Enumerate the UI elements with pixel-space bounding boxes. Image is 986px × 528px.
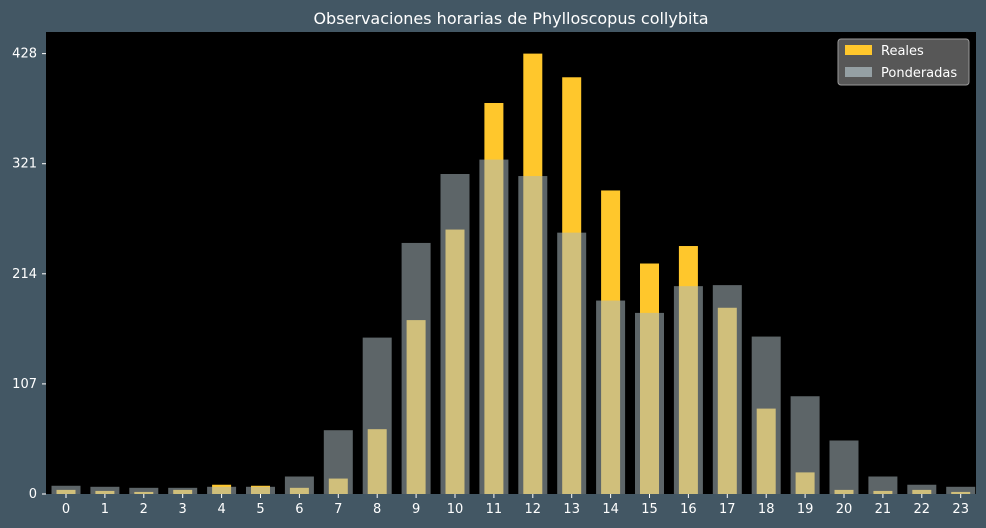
x-tick-label: 10 [447, 502, 464, 517]
x-tick-label: 20 [836, 502, 853, 517]
bar-ponderadas-17 [712, 285, 742, 494]
x-tick-label: 21 [875, 502, 892, 517]
x-tick-label: 5 [256, 502, 264, 517]
bar-ponderadas-20 [829, 440, 859, 494]
bar-ponderadas-5 [246, 486, 275, 494]
bar-ponderadas-16 [673, 286, 703, 494]
x-tick-label: 15 [641, 502, 658, 517]
legend-label-ponderadas: Ponderadas [881, 66, 957, 81]
legend-label-reales: Reales [881, 44, 924, 59]
bar-ponderadas-18 [751, 336, 781, 494]
x-tick-label: 13 [563, 502, 580, 517]
x-tick-label: 6 [295, 502, 303, 517]
bar-ponderadas-4 [207, 486, 237, 494]
legend-swatch-reales [845, 45, 872, 55]
plot-area [46, 32, 976, 494]
bar-ponderadas-14 [596, 300, 626, 494]
x-tick-label: 12 [525, 502, 542, 517]
x-tick-label: 8 [373, 502, 381, 517]
bar-ponderadas-15 [635, 312, 664, 494]
bar-ponderadas-1 [90, 486, 120, 494]
bar-ponderadas-8 [362, 337, 392, 494]
x-tick-label: 1 [101, 502, 109, 517]
x-tick-label: 0 [62, 502, 70, 517]
bar-ponderadas-12 [518, 176, 548, 494]
y-axis: 0 107 214 321 428 [12, 47, 46, 502]
x-tick-label: 3 [179, 502, 187, 517]
x-tick-label: 14 [602, 502, 619, 517]
x-tick-label: 9 [412, 502, 420, 517]
bar-ponderadas-22 [907, 484, 937, 494]
bar-ponderadas-21 [868, 476, 898, 494]
bar-ponderadas-9 [401, 242, 431, 494]
bar-ponderadas-10 [440, 173, 470, 494]
y-tick-label: 428 [12, 47, 37, 62]
x-tick-label: 4 [217, 502, 225, 517]
bar-ponderadas-19 [790, 396, 820, 494]
bar-ponderadas-3 [168, 487, 198, 494]
y-tick-label: 214 [12, 267, 37, 282]
x-tick-label: 11 [486, 502, 503, 517]
x-tick-label: 19 [797, 502, 814, 517]
bar-ponderadas-0 [51, 485, 81, 494]
legend-swatch-ponderadas [845, 67, 872, 77]
x-axis: 0 1 2 3 4 5 6 7 8 9 10 11 12 13 14 15 16 17 18 19 20 21 22 23 [62, 494, 969, 517]
bar-ponderadas-23 [946, 486, 976, 494]
bar-ponderadas-6 [284, 476, 314, 494]
x-tick-label: 23 [952, 502, 969, 517]
y-tick-label: 321 [12, 157, 37, 172]
bar-ponderadas-13 [557, 232, 587, 494]
x-tick-label: 7 [334, 502, 342, 517]
x-tick-label: 17 [719, 502, 736, 517]
bar-ponderadas-7 [323, 430, 353, 494]
x-tick-label: 22 [914, 502, 931, 517]
y-tick-label: 107 [12, 377, 37, 392]
x-tick-label: 2 [140, 502, 148, 517]
bar-ponderadas-2 [129, 487, 159, 494]
legend: Reales Ponderadas [837, 38, 970, 86]
y-tick-label: 0 [29, 487, 37, 502]
chart-title: Observaciones horarias de Phylloscopus c… [313, 9, 708, 28]
bar-ponderadas-11 [479, 159, 509, 494]
ponderadas-series [51, 159, 976, 494]
x-tick-label: 18 [758, 502, 775, 517]
x-tick-label: 16 [680, 502, 697, 517]
